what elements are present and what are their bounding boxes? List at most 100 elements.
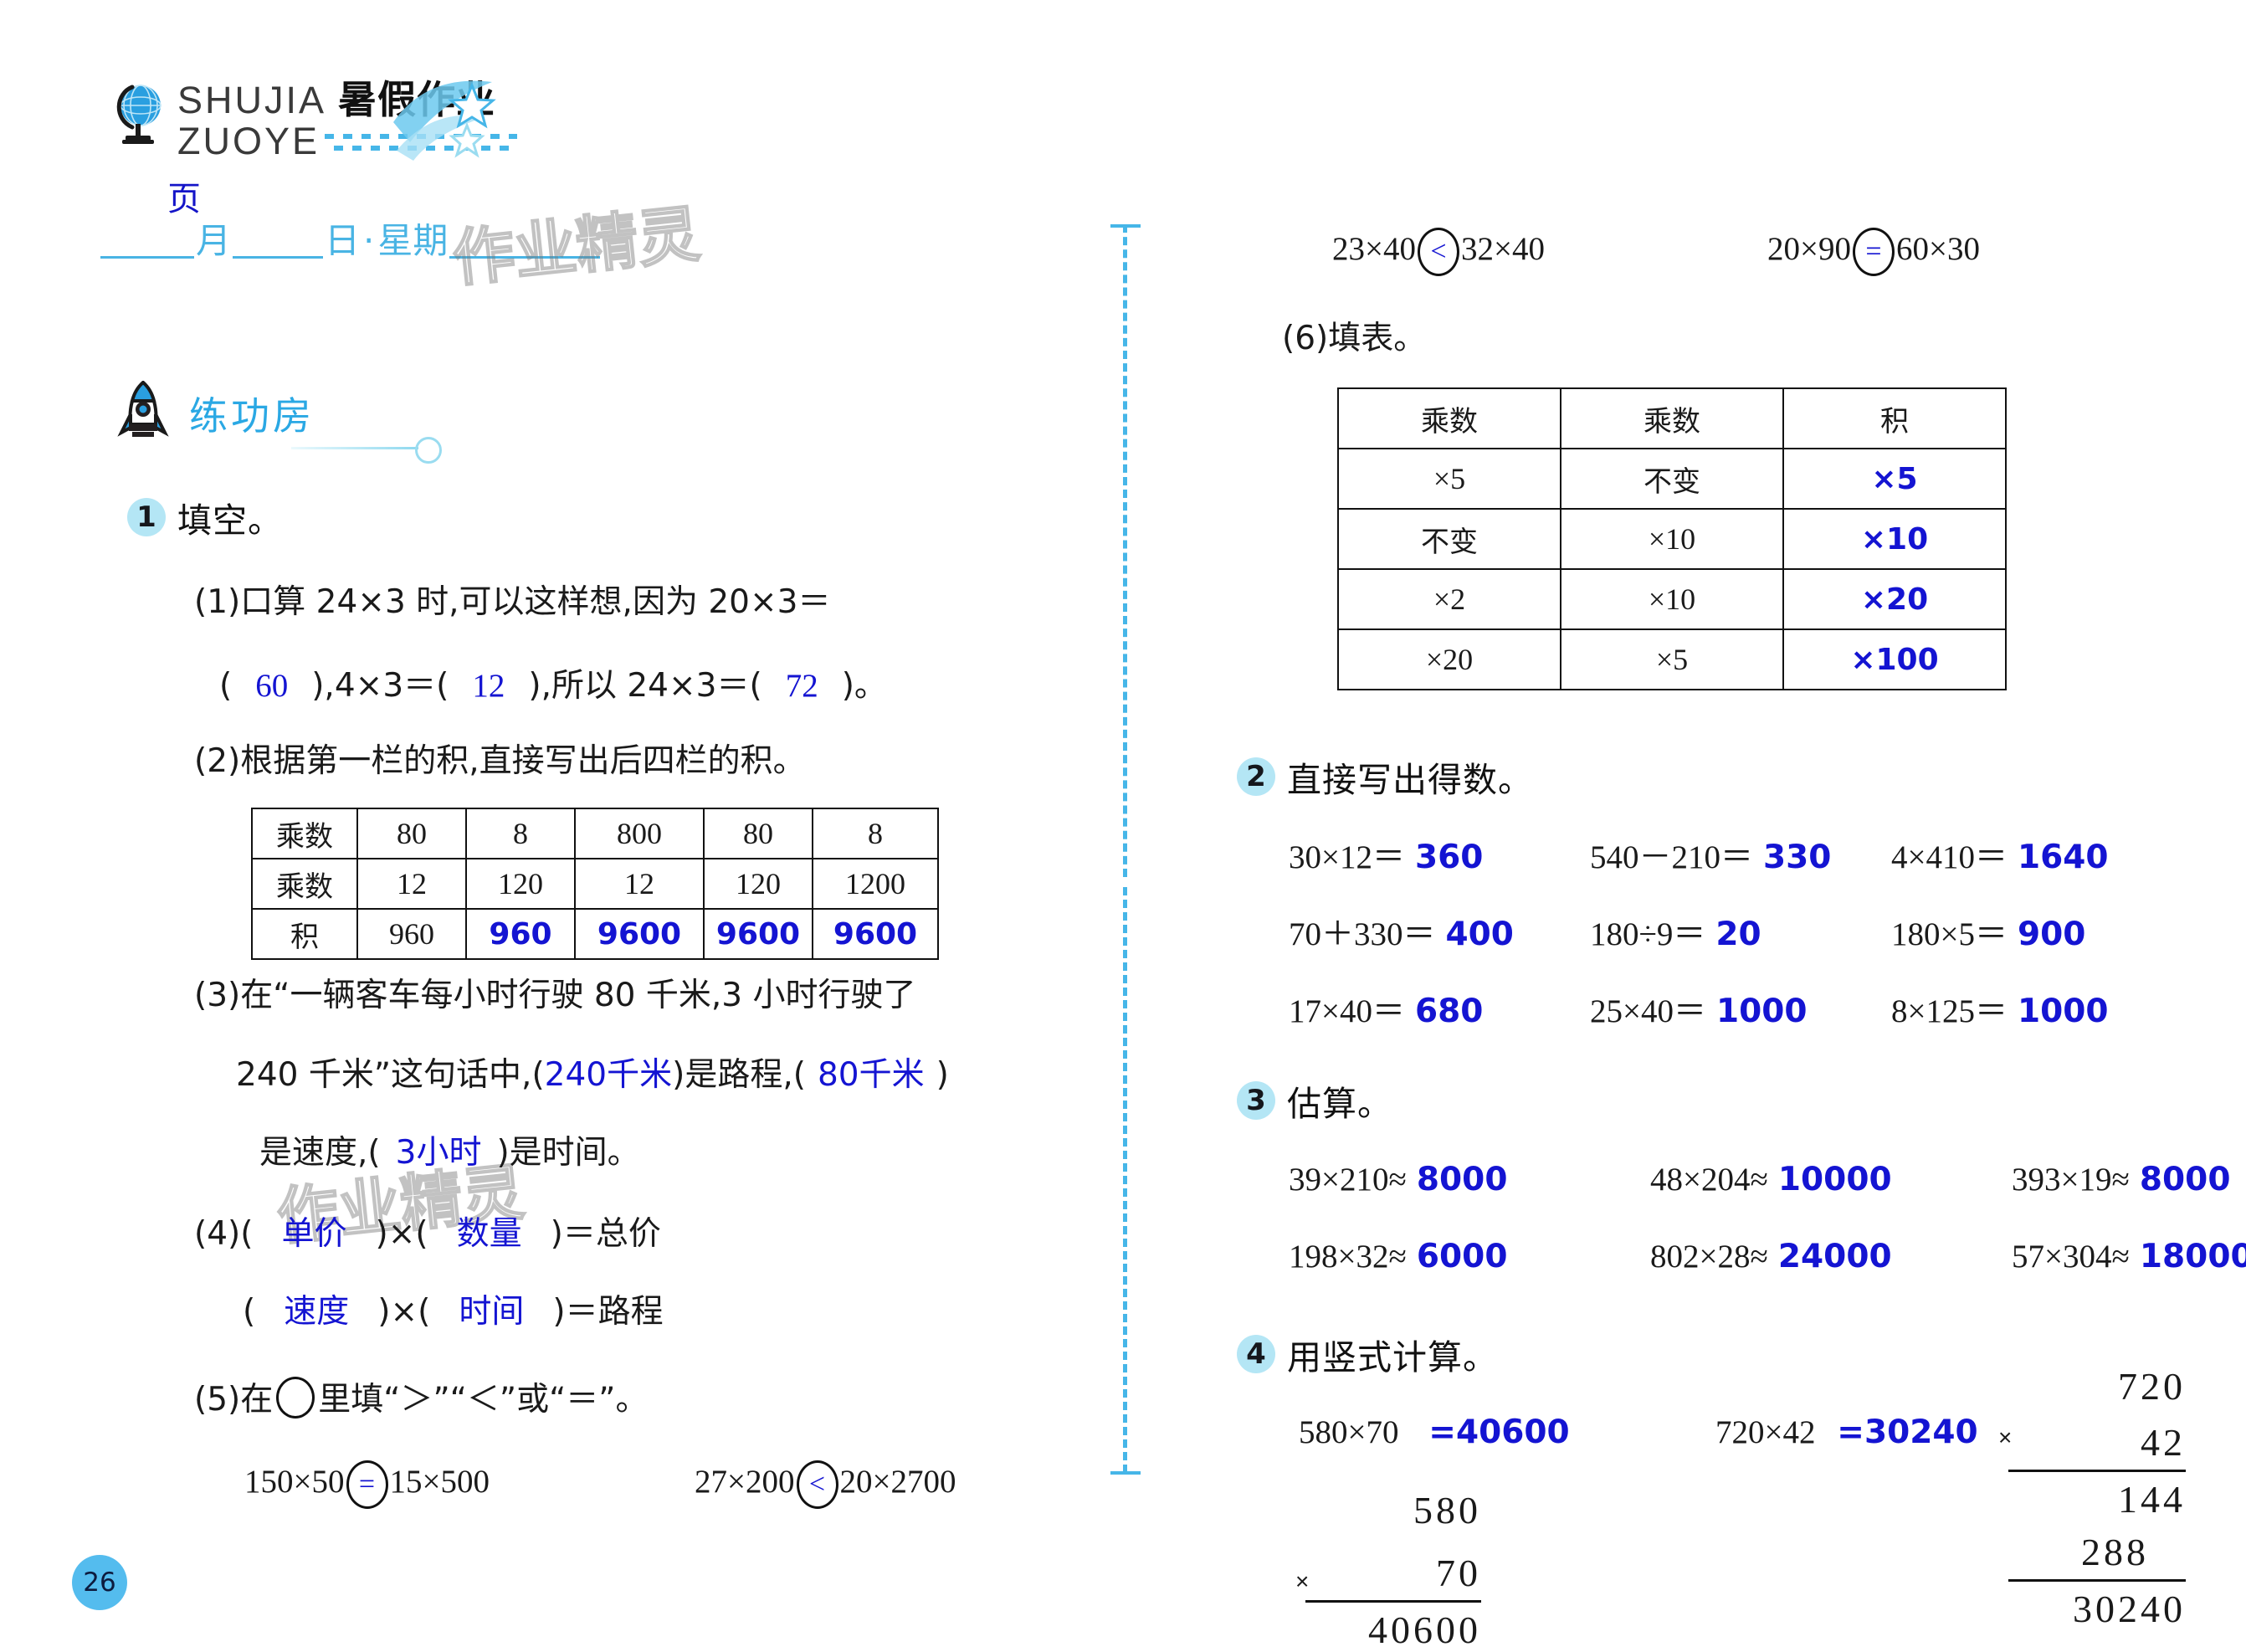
q2-answer[interactable]: 330 bbox=[1763, 839, 1832, 876]
star-swoosh-icon bbox=[392, 74, 509, 166]
q2-answer[interactable]: 1000 bbox=[2018, 993, 2109, 1030]
q1-item4-answer-2[interactable]: 数量 bbox=[456, 1215, 522, 1253]
question-2-header: 2 直接写出得数。 bbox=[1237, 752, 1533, 802]
q1-item1-answer-2[interactable]: 12 bbox=[472, 668, 505, 704]
q3-answer[interactable]: 24000 bbox=[1777, 1238, 1892, 1275]
table-cell: ×2 bbox=[1337, 568, 1561, 630]
q2-answer[interactable]: 1640 bbox=[2018, 839, 2109, 876]
table-cell: 80 bbox=[703, 808, 813, 859]
q3-answer[interactable]: 8000 bbox=[1416, 1161, 1508, 1198]
q3-expression: 198×32≈ bbox=[1289, 1239, 1407, 1275]
table-cell: ×5 bbox=[1337, 448, 1561, 510]
q1-item4-answer-3[interactable]: 速度 bbox=[284, 1293, 350, 1331]
q4-p1-eq: = bbox=[1428, 1413, 1456, 1451]
q4-p1-answer[interactable]: 40600 bbox=[1455, 1413, 1570, 1451]
q2-answer[interactable]: 680 bbox=[1415, 993, 1484, 1030]
q2-answer[interactable]: 400 bbox=[1445, 916, 1514, 953]
compare-2-operator[interactable]: < bbox=[796, 1460, 838, 1509]
empty-circle-icon bbox=[276, 1377, 315, 1419]
q3-problem: 802×28≈ 24000 bbox=[1650, 1240, 1892, 1273]
question-3-number: 3 bbox=[1237, 1081, 1275, 1120]
q2-problem: 180÷9＝ 20 bbox=[1590, 918, 1761, 951]
question-3-header: 3 估算。 bbox=[1237, 1075, 1392, 1126]
q2-expression: 540－210＝ bbox=[1590, 839, 1754, 875]
table-answer-cell[interactable]: 9600 bbox=[574, 908, 705, 960]
table-cell: 120 bbox=[703, 858, 813, 910]
q2-expression: 70＋330＝ bbox=[1289, 916, 1436, 952]
compare-3-operator[interactable]: < bbox=[1418, 228, 1459, 276]
compare-3-left: 23×40 bbox=[1332, 230, 1416, 267]
day-blank[interactable] bbox=[233, 219, 324, 259]
compare-4-operator[interactable]: = bbox=[1853, 228, 1895, 276]
question-2-title: 直接写出得数。 bbox=[1287, 760, 1533, 800]
q1-item3-answer-3[interactable]: 3小时 bbox=[395, 1134, 482, 1172]
q1-item5-compare-1: 150×50 = 15×500 bbox=[244, 1460, 490, 1509]
table-cell: 8 bbox=[465, 808, 576, 859]
table-cell: ×10 bbox=[1560, 568, 1784, 630]
q3-answer[interactable]: 18000 bbox=[2139, 1238, 2246, 1275]
q2-answer[interactable]: 20 bbox=[1715, 916, 1761, 953]
question-1-title: 填空。 bbox=[177, 500, 283, 541]
q1-item1-answer-1[interactable]: 60 bbox=[255, 668, 289, 704]
table-answer-cell[interactable]: 9600 bbox=[703, 908, 813, 960]
rocket-icon bbox=[117, 380, 169, 446]
table-answer-cell[interactable]: ×100 bbox=[1782, 628, 2007, 690]
q4-p2-eq: = bbox=[1837, 1413, 1864, 1451]
table-answer-cell[interactable]: 960 bbox=[465, 908, 576, 960]
q1-item3-answer-1[interactable]: 240千米 bbox=[544, 1056, 673, 1094]
table-answer-cell[interactable]: 9600 bbox=[812, 908, 939, 960]
compare-1-right: 15×500 bbox=[389, 1463, 490, 1500]
table-header-row: 乘数 乘数积 bbox=[1337, 387, 2007, 449]
table-cell: 12 bbox=[574, 858, 705, 910]
q1-item1-line1: (1)口算 24×3 时,可以这样想,因为 20×3＝ bbox=[194, 583, 831, 621]
table-cell: ×20 bbox=[1337, 628, 1561, 690]
table-answer-cell[interactable]: ×20 bbox=[1782, 568, 2007, 630]
q4-p1-expr: 580×70 bbox=[1299, 1414, 1399, 1450]
q3-expression: 39×210≈ bbox=[1289, 1162, 1407, 1198]
globe-icon bbox=[107, 80, 169, 146]
q1-item4-line1: (4)(单价)×(数量)＝总价 bbox=[194, 1218, 661, 1250]
q1-item4-answer-1[interactable]: 单价 bbox=[281, 1215, 347, 1253]
q4-p2-answer[interactable]: 30240 bbox=[1864, 1413, 1978, 1451]
month-blank[interactable] bbox=[100, 219, 194, 259]
q3-expression: 48×204≈ bbox=[1650, 1162, 1768, 1198]
q3-answer[interactable]: 8000 bbox=[2139, 1161, 2231, 1198]
q3-answer[interactable]: 10000 bbox=[1777, 1161, 1892, 1198]
q1-item3-answer-2[interactable]: 80千米 bbox=[817, 1056, 925, 1094]
divider-cap-bottom bbox=[1110, 1471, 1141, 1475]
q3-problem: 393×19≈ 8000 bbox=[2012, 1163, 2230, 1196]
q4-p2-expr: 720×42 bbox=[1715, 1414, 1816, 1450]
q2-problem: 25×40＝ 1000 bbox=[1590, 995, 1808, 1028]
column-header: 积 bbox=[1782, 387, 2007, 449]
q2-expression: 17×40＝ bbox=[1289, 993, 1405, 1029]
table-answer-cell[interactable]: ×5 bbox=[1782, 448, 2007, 510]
q1-item4-text-f: )＝路程 bbox=[552, 1293, 664, 1331]
q1-item3-text-b: )是路程,( bbox=[672, 1056, 806, 1094]
compare-1-left: 150×50 bbox=[244, 1463, 345, 1500]
weekday-label: 星期 bbox=[377, 220, 449, 261]
q2-answer[interactable]: 1000 bbox=[1716, 993, 1808, 1030]
q2-answer[interactable]: 900 bbox=[2018, 916, 2086, 953]
q1-item1-answer-3[interactable]: 72 bbox=[785, 668, 818, 704]
compare-3-right: 32×40 bbox=[1461, 230, 1545, 267]
q1-item4-answer-4[interactable]: 时间 bbox=[459, 1293, 525, 1331]
q2-answer[interactable]: 360 bbox=[1415, 839, 1484, 876]
month-label: 月 bbox=[196, 220, 232, 261]
q2-expression: 8×125＝ bbox=[1891, 993, 2008, 1029]
weekday-blank[interactable] bbox=[449, 219, 601, 259]
table-answer-cell[interactable]: ×10 bbox=[1782, 508, 2007, 570]
q2-expression: 25×40＝ bbox=[1590, 993, 1706, 1029]
table-row: ×5 不变 ×5 bbox=[1337, 448, 2007, 510]
table-row: ×20 ×5 ×100 bbox=[1337, 628, 2007, 690]
q3-answer[interactable]: 6000 bbox=[1416, 1238, 1508, 1275]
q1-item2-table: 乘数 80 8 800 80 8 乘数 12 120 12 120 1200 积 960 960 9600 96… bbox=[251, 808, 939, 960]
table-cell: 1200 bbox=[812, 858, 939, 910]
q1-item2-prompt: (2)根据第一栏的积,直接写出后四栏的积。 bbox=[194, 742, 806, 780]
column-divider-upper bbox=[1123, 224, 1127, 877]
q2-expression: 180×5＝ bbox=[1891, 916, 2008, 952]
q1-item1-paren-d: )。 bbox=[841, 667, 887, 705]
section-title: 练功房 bbox=[189, 393, 315, 439]
row-label: 积 bbox=[251, 908, 358, 960]
q2-expression: 4×410＝ bbox=[1891, 839, 2008, 875]
compare-1-operator[interactable]: = bbox=[346, 1460, 388, 1509]
